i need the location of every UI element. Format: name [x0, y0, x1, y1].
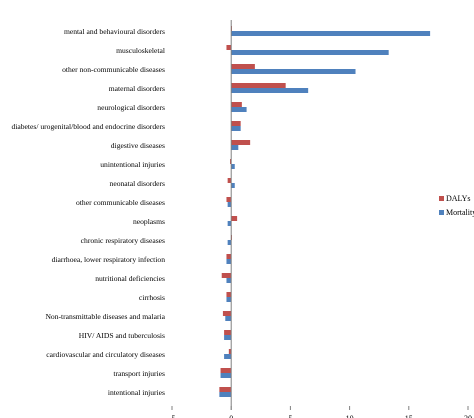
mortality-bar — [231, 107, 247, 112]
dalys-bar — [226, 292, 232, 297]
mortality-bar — [224, 335, 232, 340]
category-label: Non-transmittable diseases and malaria — [45, 312, 165, 321]
category-label: chronic respiratory diseases — [81, 236, 165, 245]
category-label: other non-communicable diseases — [62, 65, 165, 74]
category-label: HIV/ AIDS and tuberculosis — [79, 331, 165, 340]
legend-label: DALYs — [446, 194, 471, 203]
legend-label: Mortality — [446, 208, 474, 217]
mortality-bar — [231, 69, 356, 74]
mortality-legend-swatch — [439, 210, 444, 215]
x-tick-label: 0 — [229, 414, 233, 418]
dalys-bar — [219, 387, 232, 392]
mortality-bar — [220, 373, 232, 378]
category-label: maternal disorders — [109, 84, 165, 93]
dalys-bar — [231, 64, 255, 69]
x-tick-label: 20 — [464, 414, 472, 418]
mortality-bar — [226, 278, 232, 283]
mortality-bar — [227, 221, 232, 226]
x-tick-label: 10 — [346, 414, 354, 418]
dalys-bar — [227, 178, 232, 183]
dalys-bar — [226, 45, 232, 50]
dalys-bar — [220, 368, 232, 373]
dalys-bar — [230, 159, 232, 164]
bars — [219, 26, 431, 397]
mortality-bar — [227, 202, 232, 207]
dalys-bar — [231, 216, 238, 221]
dalys-bar — [231, 102, 242, 107]
mortality-bar — [226, 259, 232, 264]
mortality-bar — [231, 126, 241, 131]
dalys-bar — [231, 83, 286, 88]
mortality-bar — [225, 316, 232, 321]
dalys-bar — [226, 254, 232, 259]
mortality-bar — [224, 354, 232, 359]
category-label: neurological disorders — [97, 103, 165, 112]
mortality-bar — [219, 392, 232, 397]
dalys-bar — [224, 330, 232, 335]
mortality-bar — [231, 164, 235, 169]
category-label: diarrhoea, lower respiratory infection — [52, 255, 166, 264]
x-tick-labels: -5 0 5 10 15 20 — [169, 406, 472, 418]
category-label: mental and behavioural disorders — [64, 27, 165, 36]
dalys-bar — [228, 349, 232, 354]
x-tick-label: -5 — [169, 414, 176, 418]
category-label: cirrhosis — [139, 293, 165, 302]
category-label: other communicable diseases — [76, 198, 165, 207]
category-label: neonatal disorders — [110, 179, 166, 188]
mortality-bar — [231, 88, 309, 93]
dalys-legend-swatch — [439, 196, 444, 201]
dalys-bar — [221, 273, 232, 278]
category-label: diabetes/ urogenital/blood and endocrine… — [11, 122, 165, 131]
dalys-bar — [231, 121, 241, 126]
legend: DALYs Mortality — [439, 194, 474, 217]
dalys-bar — [222, 311, 232, 316]
category-labels: mental and behavioural disorders musculos… — [11, 27, 165, 397]
category-label: cardiovascular and circulatory diseases — [46, 350, 165, 359]
mortality-bar — [231, 31, 431, 36]
mortality-bar — [231, 145, 239, 150]
category-label: neoplasms — [133, 217, 165, 226]
dalys-bar — [231, 140, 251, 145]
category-label: unintentional injuries — [100, 160, 165, 169]
category-label: transport injuries — [113, 369, 165, 378]
x-tick-label: 5 — [288, 414, 292, 418]
x-tick-label: 15 — [405, 414, 413, 418]
category-label: intentional injuries — [108, 388, 165, 397]
mortality-bar — [226, 297, 232, 302]
mortality-bar — [231, 183, 235, 188]
mortality-bar — [227, 240, 232, 245]
category-label: nutritional deficiencies — [95, 274, 165, 283]
category-label: digestive diseases — [111, 141, 165, 150]
mortality-bar — [231, 50, 389, 55]
category-label: musculoskeletal — [116, 46, 165, 55]
dalys-bar — [226, 197, 232, 202]
